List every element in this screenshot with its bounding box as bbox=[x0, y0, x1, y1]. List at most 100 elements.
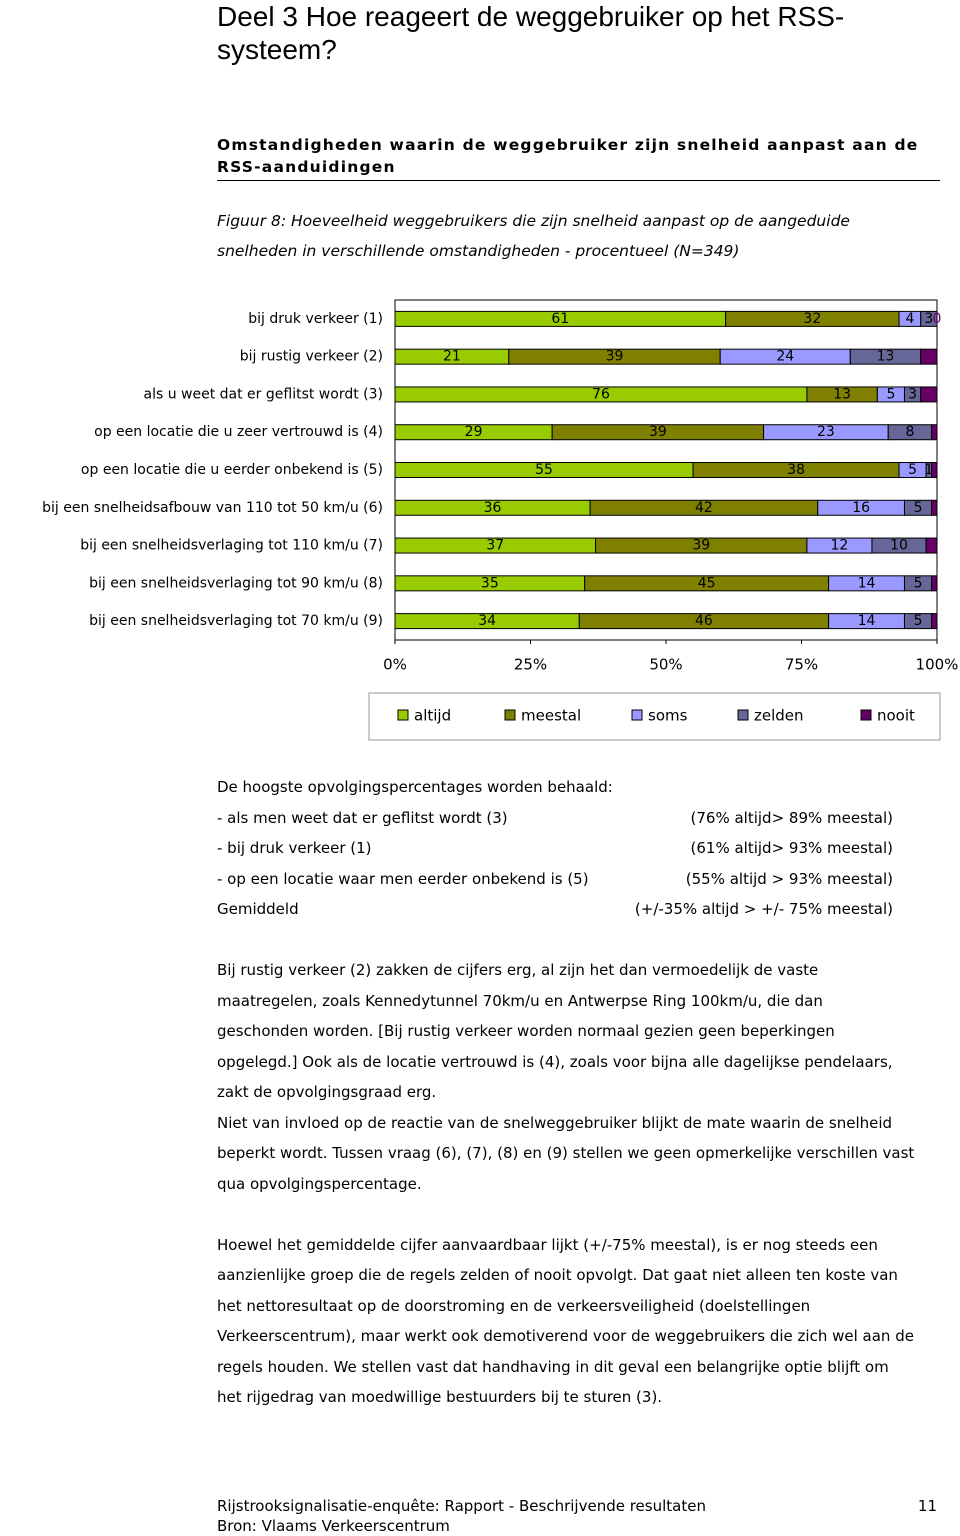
bar-segment bbox=[920, 386, 938, 403]
bar-segment bbox=[920, 348, 938, 365]
summary-intro: De hoogste opvolgingspercentages worden … bbox=[217, 778, 613, 796]
bar-segment bbox=[931, 462, 938, 478]
legend-label: soms bbox=[648, 707, 688, 725]
summary-cell: - als men weet dat er geflitst wordt (3) bbox=[217, 808, 508, 827]
data-label: 76 bbox=[592, 386, 610, 402]
legend-swatch bbox=[504, 709, 516, 721]
summary-cell: (61% altijd> 93% meestal) bbox=[690, 839, 893, 857]
y-tick-label: op een locatie die u eerder onbekend is … bbox=[81, 462, 383, 478]
data-label: 5 bbox=[908, 462, 917, 478]
figure-caption: Figuur 8: Hoeveelheid weggebruikers die … bbox=[217, 212, 850, 260]
paragraph: Hoewel het gemiddelde cijfer aanvaardbaa… bbox=[217, 1235, 914, 1407]
bar-segment bbox=[931, 424, 938, 441]
y-tick-label: bij een snelheidsverlaging tot 90 km/u (… bbox=[89, 575, 383, 591]
data-label: 0 bbox=[933, 311, 942, 327]
page-number: 11 bbox=[917, 1497, 937, 1515]
legend-swatch bbox=[397, 709, 409, 721]
legend-swatch bbox=[737, 709, 749, 721]
data-label: 2 bbox=[927, 538, 936, 554]
paragraphs: Bij rustig verkeer (2) zakken de cijfers… bbox=[217, 955, 917, 1413]
data-label: 39 bbox=[649, 424, 667, 440]
y-tick-label: bij een snelheidsafbouw van 110 tot 50 k… bbox=[42, 500, 383, 516]
data-label: 21 bbox=[443, 349, 461, 365]
footer: Rijstrooksignalisatie-enquête: Rapport -… bbox=[217, 1496, 937, 1536]
data-label: 36 bbox=[484, 500, 502, 516]
data-label: 10 bbox=[890, 538, 908, 554]
data-label: 13 bbox=[833, 386, 851, 402]
summary-cell: (76% altijd> 89% meestal) bbox=[690, 808, 893, 827]
data-label: 24 bbox=[776, 349, 794, 365]
summary-cell: (+/-35% altijd > +/- 75% meestal) bbox=[634, 900, 893, 918]
data-label: 61 bbox=[551, 311, 569, 327]
data-label: 35 bbox=[481, 575, 499, 591]
legend-label: nooit bbox=[877, 707, 915, 725]
x-tick-label: 100% bbox=[916, 656, 959, 674]
data-label: 38 bbox=[787, 462, 805, 478]
x-tick-label: 75% bbox=[785, 656, 818, 674]
summary: De hoogste opvolgingspercentages worden … bbox=[217, 772, 893, 925]
data-label: 32 bbox=[803, 311, 821, 327]
data-label: 8 bbox=[905, 424, 914, 440]
data-label: 3 bbox=[924, 311, 933, 327]
x-tick-label: 25% bbox=[514, 656, 547, 674]
legend-swatch bbox=[860, 709, 872, 721]
legend-label: altijd bbox=[414, 707, 451, 725]
legend-label: meestal bbox=[521, 707, 581, 725]
data-label: 3 bbox=[924, 386, 933, 402]
summary-cell: - op een locatie waar men eerder onbeken… bbox=[217, 869, 589, 888]
data-label: 13 bbox=[877, 349, 895, 365]
footer-row: Rijstrooksignalisatie-enquête: Rapport -… bbox=[217, 1496, 937, 1516]
y-tick-label: bij druk verkeer (1) bbox=[248, 311, 383, 327]
y-tick-label: bij een snelheidsverlaging tot 110 km/u … bbox=[80, 538, 383, 554]
data-label: 16 bbox=[852, 500, 870, 516]
data-label: 45 bbox=[698, 575, 716, 591]
data-label: 39 bbox=[606, 349, 624, 365]
data-label: 42 bbox=[695, 500, 713, 516]
y-tick-label: bij rustig verkeer (2) bbox=[240, 349, 383, 365]
x-tick-label: 50% bbox=[649, 656, 682, 674]
paragraph: Bij rustig verkeer (2) zakken de cijfers… bbox=[217, 961, 893, 1101]
summary-cell: - bij druk verkeer (1) bbox=[217, 839, 372, 857]
data-label: 3 bbox=[924, 349, 933, 365]
bar-segment bbox=[920, 310, 938, 327]
data-label: 29 bbox=[465, 424, 483, 440]
bar-segment bbox=[931, 613, 938, 630]
chart: 0% 25% 50% 75% 100%bij druk verkeer (1) 61 32 4… bbox=[42, 299, 959, 741]
summary-cell: (55% altijd > 93% meestal) bbox=[685, 869, 893, 888]
legend-swatch bbox=[631, 709, 643, 721]
legend-label: zelden bbox=[754, 707, 804, 725]
data-label: 34 bbox=[478, 613, 496, 629]
bar-segment bbox=[931, 499, 938, 516]
data-label: 5 bbox=[914, 575, 923, 591]
summary-row: - als men weet dat er geflitst wordt (3)… bbox=[217, 803, 893, 834]
data-label: 5 bbox=[914, 613, 923, 629]
data-label: 5 bbox=[914, 500, 923, 516]
data-label: 46 bbox=[695, 613, 713, 629]
bar-segment bbox=[925, 537, 938, 554]
data-label: 4 bbox=[905, 311, 914, 327]
data-label: 5 bbox=[886, 386, 895, 402]
bar-segment bbox=[931, 575, 938, 592]
footer-text: Rijstrooksignalisatie-enquête: Rapport -… bbox=[217, 1497, 706, 1515]
y-tick-label: bij een snelheidsverlaging tot 70 km/u (… bbox=[89, 613, 383, 629]
summary-row: - op een locatie waar men eerder onbeken… bbox=[217, 864, 893, 895]
data-label: 39 bbox=[692, 538, 710, 554]
data-label: 14 bbox=[858, 575, 876, 591]
summary-row: Gemiddeld (+/-35% altijd > +/- 75% meesta… bbox=[217, 894, 893, 925]
x-tick-label: 0% bbox=[383, 656, 407, 674]
section-heading: Omstandigheden waarin de weggebruiker zi… bbox=[217, 134, 940, 181]
data-label: 1 bbox=[924, 462, 933, 478]
summary-cell: Gemiddeld bbox=[217, 900, 299, 918]
data-label: 55 bbox=[535, 462, 553, 478]
footer-source: Bron: Vlaams Verkeerscentrum bbox=[217, 1517, 450, 1535]
data-label: 23 bbox=[817, 424, 835, 440]
data-label: 3 bbox=[908, 386, 917, 402]
y-tick-label: als u weet dat er geflitst wordt (3) bbox=[144, 386, 384, 402]
paragraph: Niet van invloed op de reactie van de sn… bbox=[217, 1113, 915, 1193]
summary-row: - bij druk verkeer (1) (61% altijd> 93% m… bbox=[217, 833, 893, 864]
data-label: 37 bbox=[486, 538, 504, 554]
data-label: 14 bbox=[858, 613, 876, 629]
page-title: Deel 3 Hoe reageert de weggebruiker op h… bbox=[217, 1, 845, 65]
y-tick-label: op een locatie die u zeer vertrouwd is (… bbox=[94, 424, 383, 440]
